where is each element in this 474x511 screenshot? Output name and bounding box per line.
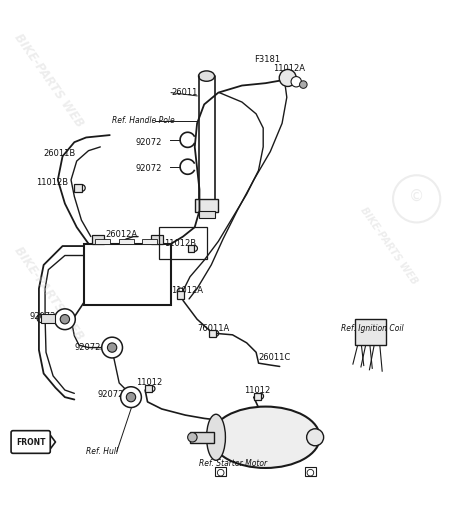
Polygon shape [48,432,55,451]
Text: 11012: 11012 [136,379,162,387]
Text: 26012A: 26012A [105,230,137,239]
Bar [84,244,171,305]
Text: 76011A: 76011A [197,324,229,333]
Text: Ref. Hull: Ref. Hull [86,447,118,456]
Text: 92072: 92072 [136,137,162,147]
Text: 92072A: 92072A [98,390,130,399]
Circle shape [279,69,296,86]
Bar [142,239,157,244]
Bar [92,235,104,244]
Bar [190,432,214,443]
Bar [159,227,207,259]
Text: 92072A: 92072A [29,312,62,321]
Text: BIKE-PARTS WEB: BIKE-PARTS WEB [11,32,86,130]
Bar [188,245,194,252]
Text: ©: © [409,189,424,204]
Ellipse shape [207,414,226,460]
Bar [74,184,82,192]
Text: 26011C: 26011C [258,353,291,361]
Bar [177,291,184,299]
Circle shape [307,429,324,446]
Bar [41,314,55,322]
Text: F3181: F3181 [254,55,280,64]
Ellipse shape [199,71,215,81]
FancyBboxPatch shape [11,431,50,453]
Text: 11012B: 11012B [164,239,196,248]
Text: 92072A: 92072A [74,343,107,352]
Circle shape [300,81,307,88]
Circle shape [307,470,314,476]
Bar [209,330,216,337]
Text: 26011B: 26011B [44,150,76,158]
Circle shape [102,337,122,358]
Bar [145,385,152,392]
Bar [215,467,227,476]
Circle shape [291,77,301,87]
Text: 11012A: 11012A [273,64,305,74]
Text: BIKE-PARTS WEB: BIKE-PARTS WEB [358,205,419,287]
Circle shape [108,343,117,352]
Text: 11012B: 11012B [36,178,69,187]
Bar [305,467,316,476]
Ellipse shape [211,407,320,468]
Bar [199,211,215,218]
Bar [356,319,386,345]
Text: 11012: 11012 [244,386,271,394]
Circle shape [188,432,197,442]
Text: Ref. Handle Pole: Ref. Handle Pole [112,117,175,125]
Bar [254,393,261,400]
Text: Ref. Starter Motor: Ref. Starter Motor [200,459,268,468]
Bar [195,199,218,212]
Bar [95,239,110,244]
Text: 26011: 26011 [171,88,198,97]
Text: Ref. Ignition Coil: Ref. Ignition Coil [341,324,404,333]
Circle shape [55,309,75,330]
Text: 92072: 92072 [136,164,162,173]
Bar [118,239,134,244]
Circle shape [120,387,141,408]
Text: FRONT: FRONT [16,437,46,447]
Circle shape [126,392,136,402]
Text: 11012A: 11012A [171,286,203,295]
Circle shape [218,470,224,476]
Text: BIKE-PARTS WEB: BIKE-PARTS WEB [11,244,86,342]
Circle shape [60,315,70,324]
Bar [151,235,163,244]
